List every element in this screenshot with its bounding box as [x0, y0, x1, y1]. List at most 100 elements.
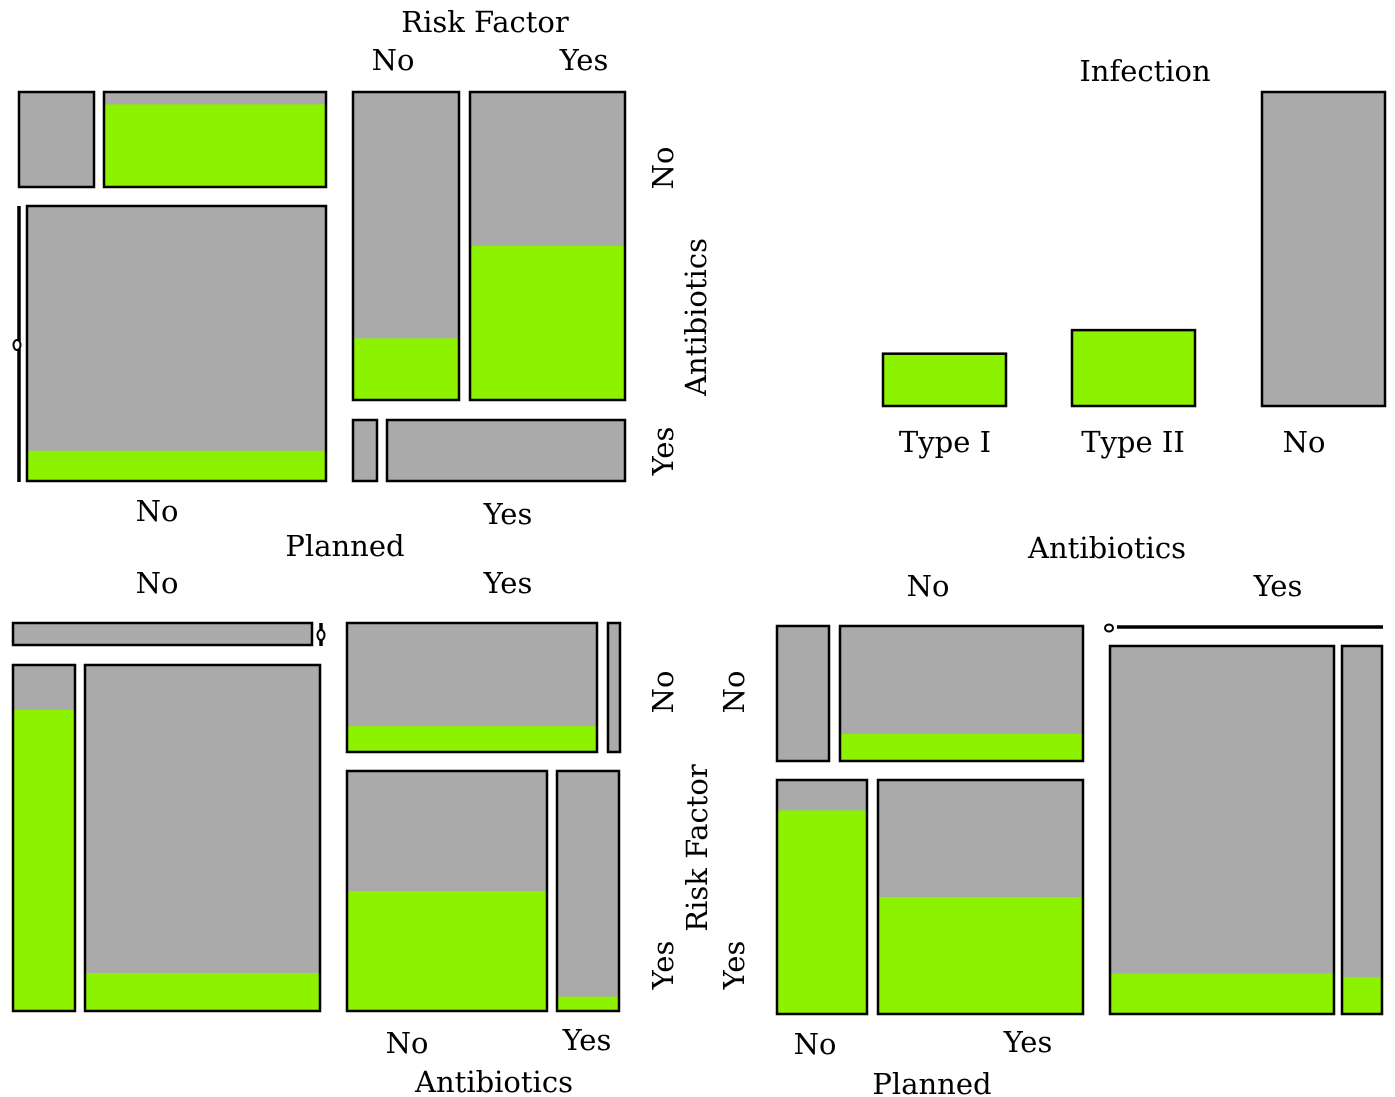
p4-x-tick-yes: Yes [1003, 1025, 1053, 1059]
p3-x-tick-yes: Yes [562, 1023, 612, 1057]
p1-top-label-no: No [372, 43, 415, 77]
p4-x-tick-no: No [794, 1027, 837, 1061]
p4-top-label-yes: Yes [1253, 569, 1303, 603]
p3-cell-planned-yes-risk-no-antib-yes-base [608, 623, 620, 752]
p1-cell-planned-no-antib-yes-risk-yes-highlight [27, 450, 326, 481]
p1-cell-planned-yes-antib-yes-risk-yes[interactable] [385, 418, 627, 483]
p4-cell-antib-no-risk-no-planned-yes-highlight [840, 734, 1083, 761]
p3-top-label-no: No [136, 566, 179, 600]
p1-cell-planned-yes-antib-yes-risk-yes-outline [385, 418, 627, 483]
p1-y-tick-yes: Yes [646, 427, 680, 477]
p3-cell-planned-no-risk-no-antib-yes-empty-marker [316, 629, 326, 641]
p3-cell-planned-no-risk-yes-antib-no[interactable] [11, 663, 77, 1013]
p1-cell-planned-no-antib-no-risk-yes[interactable] [102, 90, 328, 189]
p1-y-axis-label: Antibiotics [679, 238, 713, 397]
p4-cell-antib-no-risk-no-planned-yes-outline [838, 624, 1085, 763]
p3-cell-planned-no-risk-yes-antib-no-outline [11, 663, 77, 1013]
p3-y-tick-yes: Yes [646, 941, 680, 991]
p3-cell-planned-no-risk-no-antib-no-outline [11, 621, 314, 647]
bars-layer [881, 90, 1387, 408]
p4-cell-antib-no-risk-yes-planned-yes-highlight [878, 897, 1083, 1014]
p4-x-axis-label: Planned [872, 1067, 991, 1097]
p4-y-axis-label: Risk Factor [680, 764, 714, 932]
p3-cell-planned-no-risk-yes-antib-yes-base [85, 665, 320, 1011]
p4-cell-antib-yes-risk-yes-planned-no-base [1110, 646, 1334, 1014]
p1-y-tick-no: No [646, 147, 680, 190]
p4-cell-antib-yes-risk-no-empty-marker [1104, 623, 1114, 633]
p1-cell-planned-yes-antib-yes-risk-no[interactable] [351, 418, 379, 483]
p3-y-tick-no: No [646, 671, 680, 714]
p4-cell-antib-yes-risk-yes-planned-no[interactable] [1108, 644, 1336, 1016]
p4-cell-antib-no-risk-no-planned-yes[interactable] [838, 624, 1085, 763]
p1-cell-planned-yes-antib-no-risk-yes-highlight [470, 246, 625, 400]
p4-cell-antib-yes-risk-yes-planned-yes[interactable] [1340, 644, 1384, 1016]
p4-cell-antib-yes-risk-no[interactable] [1104, 623, 1383, 633]
p1-cell-planned-yes-antib-yes-risk-no-base [353, 420, 377, 481]
p4-top-label-no: No [907, 569, 950, 603]
p1-cell-planned-yes-antib-no-risk-no-outline [351, 90, 461, 402]
p1-cell-planned-no-antib-no-risk-no[interactable] [17, 90, 96, 189]
p1-cell-planned-no-antib-yes-risk-yes[interactable] [25, 204, 328, 483]
p1-top-title: Risk Factor [401, 5, 569, 39]
p2-title: Infection [1079, 54, 1210, 88]
p4-cell-antib-yes-risk-yes-planned-no-highlight [1110, 973, 1334, 1014]
p2-bar-type-i[interactable] [881, 352, 1008, 408]
p4-y-tick-no: No [717, 671, 751, 714]
p3-cell-planned-no-risk-yes-antib-yes[interactable] [83, 663, 322, 1013]
p1-cell-planned-no-antib-no-risk-yes-highlight [104, 104, 326, 187]
p1-cell-planned-yes-antib-yes-risk-yes-base [387, 420, 625, 481]
p3-cell-planned-no-risk-yes-antib-yes-highlight [85, 972, 320, 1011]
p4-cell-antib-no-risk-no-planned-no[interactable] [775, 624, 831, 763]
p1-x-axis-label: Planned [285, 529, 404, 563]
p4-top-title: Antibiotics [1027, 531, 1186, 565]
p1-cell-planned-no-antib-yes-risk-no-empty-marker [12, 339, 22, 351]
p2-bar-type-ii[interactable] [1070, 328, 1197, 408]
p1-cell-planned-yes-antib-no-risk-yes-outline [468, 90, 627, 402]
p4-cell-antib-yes-risk-yes-planned-yes-outline [1340, 644, 1384, 1016]
p4-y-tick-yes: Yes [717, 941, 751, 991]
p3-x-tick-no: No [386, 1026, 429, 1060]
p3-cell-planned-yes-risk-no-antib-no-outline [345, 621, 599, 754]
p4-cell-antib-no-risk-no-planned-no-outline [775, 624, 831, 763]
p3-cell-planned-yes-risk-no-antib-yes-outline [606, 621, 622, 754]
p4-cell-antib-yes-risk-yes-planned-yes-base [1342, 646, 1382, 1014]
p1-top-label-yes: Yes [559, 43, 609, 77]
p3-cell-planned-no-risk-yes-antib-yes-outline [83, 663, 322, 1013]
p1-cell-planned-no-antib-no-risk-no-base [19, 92, 94, 187]
p3-cell-planned-yes-risk-no-antib-no[interactable] [345, 621, 599, 754]
p2-tick-type-i: Type I [899, 425, 991, 459]
p4-cell-antib-no-risk-yes-planned-yes-outline [876, 778, 1085, 1016]
p4-cell-antib-no-risk-no-planned-no-base [777, 626, 829, 761]
p1-cell-planned-no-antib-yes-risk-yes-outline [25, 204, 328, 483]
p1-cell-planned-yes-antib-no-risk-no[interactable] [351, 90, 461, 402]
p3-cell-planned-yes-risk-yes-antib-yes-base [557, 771, 619, 1011]
p3-cell-planned-no-risk-yes-antib-no-highlight [13, 709, 75, 1011]
p4-cell-antib-no-risk-yes-planned-yes[interactable] [876, 778, 1085, 1016]
p1-cell-planned-no-antib-no-risk-yes-outline [102, 90, 328, 189]
p3-cell-planned-no-risk-no-antib-yes[interactable] [316, 623, 326, 646]
p2-tick-no: No [1283, 425, 1326, 459]
p1-cell-planned-yes-antib-yes-risk-no-outline [351, 418, 379, 483]
p3-cell-planned-no-risk-no-antib-no-base [13, 623, 312, 645]
p1-cell-planned-yes-antib-no-risk-yes[interactable] [468, 90, 627, 402]
p3-top-label-yes: Yes [483, 566, 533, 600]
p1-cell-planned-no-antib-yes-risk-no[interactable] [12, 206, 22, 482]
cells-layer [11, 90, 1384, 1016]
p3-cell-planned-no-risk-no-antib-no[interactable] [11, 621, 314, 647]
p4-cell-antib-yes-risk-yes-planned-no-outline [1108, 644, 1336, 1016]
p3-cell-planned-yes-risk-yes-antib-yes-highlight [557, 996, 619, 1011]
p2-bar-no[interactable] [1260, 90, 1387, 408]
p2-tick-type-ii: Type II [1081, 425, 1185, 459]
p4-cell-antib-yes-risk-yes-planned-yes-highlight [1342, 977, 1382, 1014]
p3-cell-planned-yes-risk-no-antib-no-highlight [347, 726, 597, 752]
p3-x-axis-label: Antibiotics [414, 1065, 573, 1097]
p3-cell-planned-yes-risk-yes-antib-no-highlight [347, 891, 547, 1011]
p3-cell-planned-yes-risk-yes-antib-yes[interactable] [555, 769, 621, 1013]
p1-cell-planned-yes-antib-no-risk-no-highlight [353, 338, 459, 400]
p4-cell-antib-no-risk-yes-planned-no-outline [775, 778, 869, 1016]
p3-cell-planned-yes-risk-yes-antib-yes-outline [555, 769, 621, 1013]
p3-cell-planned-yes-risk-no-antib-yes[interactable] [606, 621, 622, 754]
p4-cell-antib-no-risk-yes-planned-no[interactable] [775, 778, 869, 1016]
p3-cell-planned-yes-risk-yes-antib-no[interactable] [345, 769, 549, 1013]
